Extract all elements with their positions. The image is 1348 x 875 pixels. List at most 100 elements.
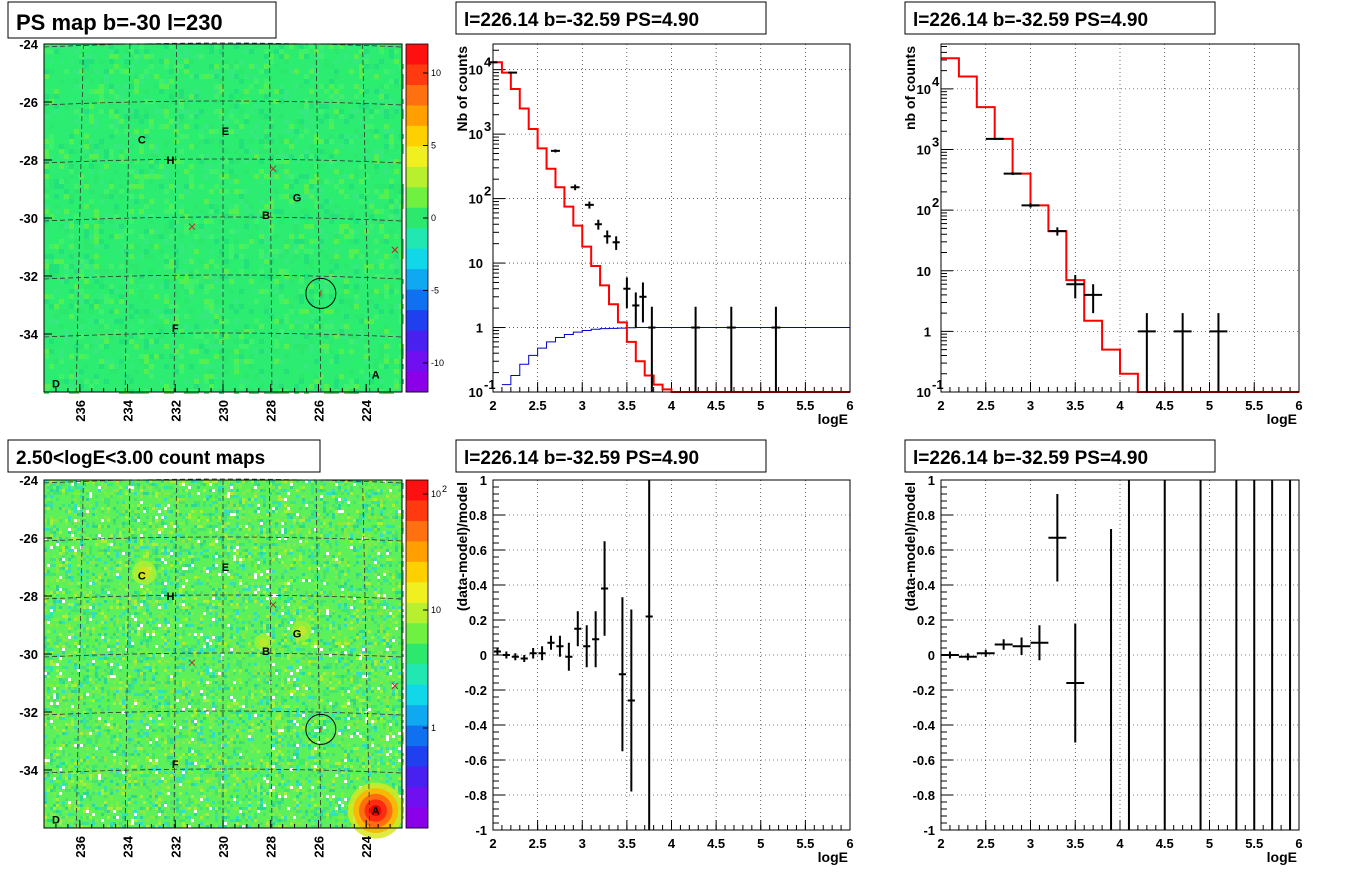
map-3-cell bbox=[98, 582, 101, 585]
map-0-cell bbox=[394, 379, 399, 384]
map-0-cell bbox=[344, 139, 349, 144]
map-0-cell bbox=[284, 94, 289, 99]
map-0-cell bbox=[244, 54, 249, 59]
map-3-cell bbox=[347, 519, 350, 522]
map-3-cell bbox=[317, 573, 320, 576]
map-3-cell bbox=[251, 525, 254, 528]
map-0-cell bbox=[379, 229, 384, 234]
map-3-cell bbox=[383, 579, 386, 582]
map-0-cell bbox=[364, 139, 369, 144]
map-0-cell bbox=[139, 254, 144, 259]
map-0-cell bbox=[89, 309, 94, 314]
map-3-cell bbox=[389, 582, 392, 585]
map-0-cell bbox=[289, 319, 294, 324]
map-0-cell bbox=[194, 94, 199, 99]
map-0-cell bbox=[299, 169, 304, 174]
map-0-cell bbox=[149, 319, 154, 324]
map-3-cell bbox=[116, 573, 119, 576]
map-0-cell bbox=[279, 309, 284, 314]
map-0-cell bbox=[174, 219, 179, 224]
map-0-cell bbox=[319, 344, 324, 349]
map-3-cell bbox=[71, 528, 74, 531]
map-3-cell bbox=[257, 552, 260, 555]
map-3-cell bbox=[152, 537, 155, 540]
map-3-cell bbox=[368, 480, 371, 483]
map-3-cell bbox=[236, 480, 239, 483]
map-0-cell bbox=[74, 79, 79, 84]
map-0-cell bbox=[259, 209, 264, 214]
map-0-cell bbox=[334, 224, 339, 229]
map-3-cell bbox=[365, 489, 368, 492]
map-3-cell bbox=[176, 555, 179, 558]
map-3-cell bbox=[257, 564, 260, 567]
map-3-cell bbox=[173, 531, 176, 534]
map-0-cell bbox=[139, 319, 144, 324]
map-0-cell bbox=[304, 204, 309, 209]
map-0-cell bbox=[124, 339, 129, 344]
map-3-cell bbox=[125, 498, 128, 501]
map-3-cell bbox=[119, 486, 122, 489]
map-0-cell bbox=[279, 114, 284, 119]
map-0-cell bbox=[359, 114, 364, 119]
map-3-cell bbox=[230, 528, 233, 531]
map-0-cell bbox=[309, 154, 314, 159]
map-3-cell bbox=[77, 528, 80, 531]
map-3-cell bbox=[167, 492, 170, 495]
map-0-cell bbox=[204, 264, 209, 269]
map-0-cell bbox=[224, 119, 229, 124]
map-0-cell bbox=[94, 379, 99, 384]
map-3-cell bbox=[98, 534, 101, 537]
map-3-cell bbox=[251, 531, 254, 534]
map-3-cell bbox=[365, 552, 368, 555]
map-3-cell bbox=[182, 540, 185, 543]
map-3-cell bbox=[53, 489, 56, 492]
map-0-cell bbox=[309, 239, 314, 244]
map-3-cell bbox=[125, 522, 128, 525]
map-0-cell bbox=[84, 379, 89, 384]
map-0-cell bbox=[104, 294, 109, 299]
map-0-cell bbox=[319, 334, 324, 339]
map-0-cell bbox=[174, 289, 179, 294]
map-3-cell bbox=[266, 561, 269, 564]
map-3-cell bbox=[314, 582, 317, 585]
map-0-cell bbox=[294, 164, 299, 169]
map-0-cell bbox=[69, 299, 74, 304]
map-0-cell bbox=[374, 239, 379, 244]
map-0-cell bbox=[334, 59, 339, 64]
map-0-cell bbox=[84, 264, 89, 269]
map-0-cell bbox=[164, 59, 169, 64]
map-3-cell bbox=[290, 510, 293, 513]
map-0-source-A: A bbox=[372, 370, 380, 382]
map-3-cell bbox=[281, 576, 284, 579]
map-0-cell bbox=[129, 174, 134, 179]
map-0-cell bbox=[324, 104, 329, 109]
map-0-cell bbox=[259, 149, 264, 154]
map-0-cell bbox=[89, 89, 94, 94]
map-3-cell bbox=[365, 546, 368, 549]
map-0-cell bbox=[129, 194, 134, 199]
map-0-cell bbox=[234, 204, 239, 209]
plot-1-frame bbox=[492, 43, 851, 393]
map-0-cell bbox=[379, 379, 384, 384]
map-0-cell bbox=[309, 284, 314, 289]
map-3-cell bbox=[143, 555, 146, 558]
map-3-cell bbox=[299, 552, 302, 555]
map-3-cell bbox=[275, 567, 278, 570]
map-0-cell bbox=[279, 254, 284, 259]
map-0-cell bbox=[394, 194, 399, 199]
map-0-cell bbox=[79, 344, 84, 349]
map-3-cell bbox=[326, 540, 329, 543]
map-0-cell bbox=[189, 74, 194, 79]
map-3-cell bbox=[353, 501, 356, 504]
map-3-cell bbox=[239, 480, 242, 483]
map-3-cell bbox=[296, 513, 299, 516]
map-0-cell bbox=[149, 124, 154, 129]
plot-1-ytick-exponent: 2 bbox=[484, 184, 491, 199]
map-0-cell bbox=[144, 249, 149, 254]
map-3-cell bbox=[251, 555, 254, 558]
map-3-cell bbox=[326, 492, 329, 495]
map-3-cell bbox=[47, 519, 50, 522]
map-3-cell bbox=[47, 522, 50, 525]
map-3-cell bbox=[137, 504, 140, 507]
map-3-cell bbox=[176, 564, 179, 567]
